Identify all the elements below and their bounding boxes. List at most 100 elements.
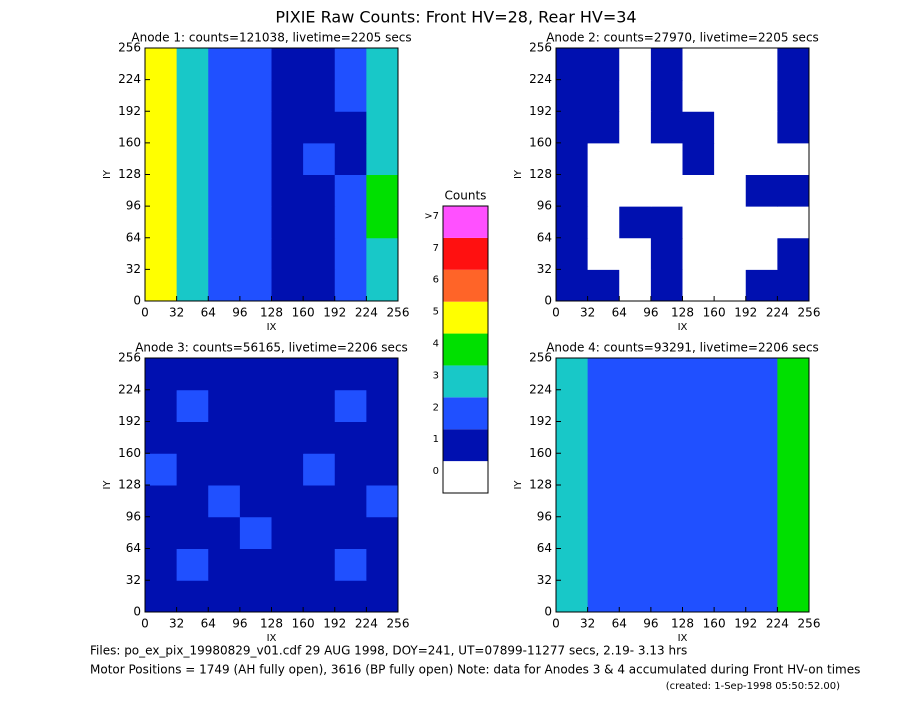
y-tick-label: 0 — [544, 605, 552, 619]
heatmap-cell — [777, 79, 810, 112]
colorbar-label: 2 — [433, 402, 439, 413]
heatmap-cell — [714, 485, 747, 518]
x-tick-label: 96 — [643, 617, 658, 631]
y-tick-label: 96 — [537, 509, 552, 523]
heatmap-cell — [650, 237, 683, 270]
heatmap-cell — [745, 174, 778, 207]
x-tick-label: 256 — [798, 617, 821, 631]
heatmap-cell — [650, 142, 683, 175]
heatmap-cell — [239, 174, 272, 207]
heatmap-cell — [682, 389, 715, 422]
heatmap-cell — [745, 206, 778, 239]
heatmap-cell — [682, 79, 715, 112]
heatmap-cell — [303, 358, 336, 391]
heatmap-cell — [556, 237, 589, 270]
y-tick-label: 64 — [126, 230, 141, 244]
heatmap-cell — [303, 580, 336, 613]
y-tick-label: 256 — [118, 41, 141, 55]
heatmap-cell — [714, 206, 747, 239]
heatmap-cell — [556, 580, 589, 613]
footer-created: (created: 1-Sep-1998 05:50:52.00) — [666, 681, 840, 692]
heatmap-cell — [334, 389, 367, 422]
heatmap-cell — [271, 269, 304, 302]
heatmap-cell — [682, 48, 715, 81]
x-tick-label: 224 — [355, 617, 378, 631]
heatmap-cell — [587, 269, 620, 302]
heatmap-cell — [587, 453, 620, 486]
heatmap-cell — [650, 111, 683, 144]
heatmap-cell — [334, 421, 367, 454]
heatmap-cell — [145, 206, 178, 239]
heatmap-cell — [334, 48, 367, 81]
y-tick-label: 160 — [529, 135, 552, 149]
heatmap-cell — [650, 174, 683, 207]
colorbar-swatch — [443, 237, 488, 270]
heatmap-cell — [334, 142, 367, 175]
heatmap-cell — [366, 516, 399, 549]
x-tick-label: 32 — [580, 617, 595, 631]
x-axis-label: IX — [267, 322, 277, 333]
heatmap-cell — [650, 48, 683, 81]
x-tick-label: 64 — [612, 306, 627, 320]
heatmap-cell — [239, 453, 272, 486]
heatmap-cell — [176, 516, 209, 549]
x-tick-label: 256 — [798, 306, 821, 320]
heatmap-cell — [208, 48, 241, 81]
heatmap-cell — [745, 516, 778, 549]
colorbar-swatch — [443, 461, 488, 493]
heatmap-cell — [303, 111, 336, 144]
heatmap-cell — [682, 174, 715, 207]
heatmap-cell — [271, 580, 304, 613]
colorbar-swatch — [443, 429, 488, 462]
heatmap-cell — [334, 237, 367, 270]
heatmap-cell — [176, 111, 209, 144]
heatmap-cell — [366, 206, 399, 239]
heatmap-cell — [334, 485, 367, 518]
heatmap-cell — [745, 421, 778, 454]
heatmap-cell — [176, 269, 209, 302]
colorbar-title: Counts — [445, 189, 487, 203]
heatmap-cell — [619, 453, 652, 486]
heatmap-cell — [239, 548, 272, 581]
heatmap-cell — [208, 485, 241, 518]
heatmap-cell — [271, 516, 304, 549]
heatmap-cell — [145, 174, 178, 207]
heatmap-cell — [745, 358, 778, 391]
heatmap-cell — [587, 206, 620, 239]
heatmap-cell — [556, 485, 589, 518]
y-tick-label: 128 — [118, 478, 141, 492]
heatmap-cell — [145, 79, 178, 112]
colorbar-swatch — [443, 301, 488, 334]
heatmap-cell — [777, 358, 810, 391]
heatmap-cell — [682, 453, 715, 486]
heatmap-cell — [334, 580, 367, 613]
x-tick-label: 64 — [201, 306, 216, 320]
heatmap-cell — [556, 516, 589, 549]
heatmap-cell — [303, 389, 336, 422]
heatmap-cell — [587, 548, 620, 581]
x-tick-label: 0 — [141, 617, 149, 631]
heatmap-cell — [366, 548, 399, 581]
heatmap-cell — [556, 142, 589, 175]
colorbar-frame — [442, 205, 489, 494]
heatmap-cell — [619, 111, 652, 144]
heatmap-cell — [145, 237, 178, 270]
heatmap-cell — [145, 548, 178, 581]
heatmap-cell — [777, 269, 810, 302]
y-tick-label: 192 — [529, 414, 552, 428]
heatmap-cell — [650, 206, 683, 239]
heatmap-cell — [176, 358, 209, 391]
x-tick-label: 256 — [387, 617, 410, 631]
colorbar-label: >7 — [424, 211, 439, 222]
colorbar-swatch — [443, 333, 488, 366]
heatmap-cell — [303, 174, 336, 207]
colorbar-label: 0 — [433, 466, 439, 477]
heatmap-cell — [587, 358, 620, 391]
heatmap-cell — [366, 237, 399, 270]
heatmap-cell — [587, 237, 620, 270]
heatmap-cell — [650, 421, 683, 454]
heatmap-cell — [619, 206, 652, 239]
heatmap-cell — [650, 269, 683, 302]
heatmap-cell — [145, 48, 178, 81]
heatmap-cell — [176, 79, 209, 112]
